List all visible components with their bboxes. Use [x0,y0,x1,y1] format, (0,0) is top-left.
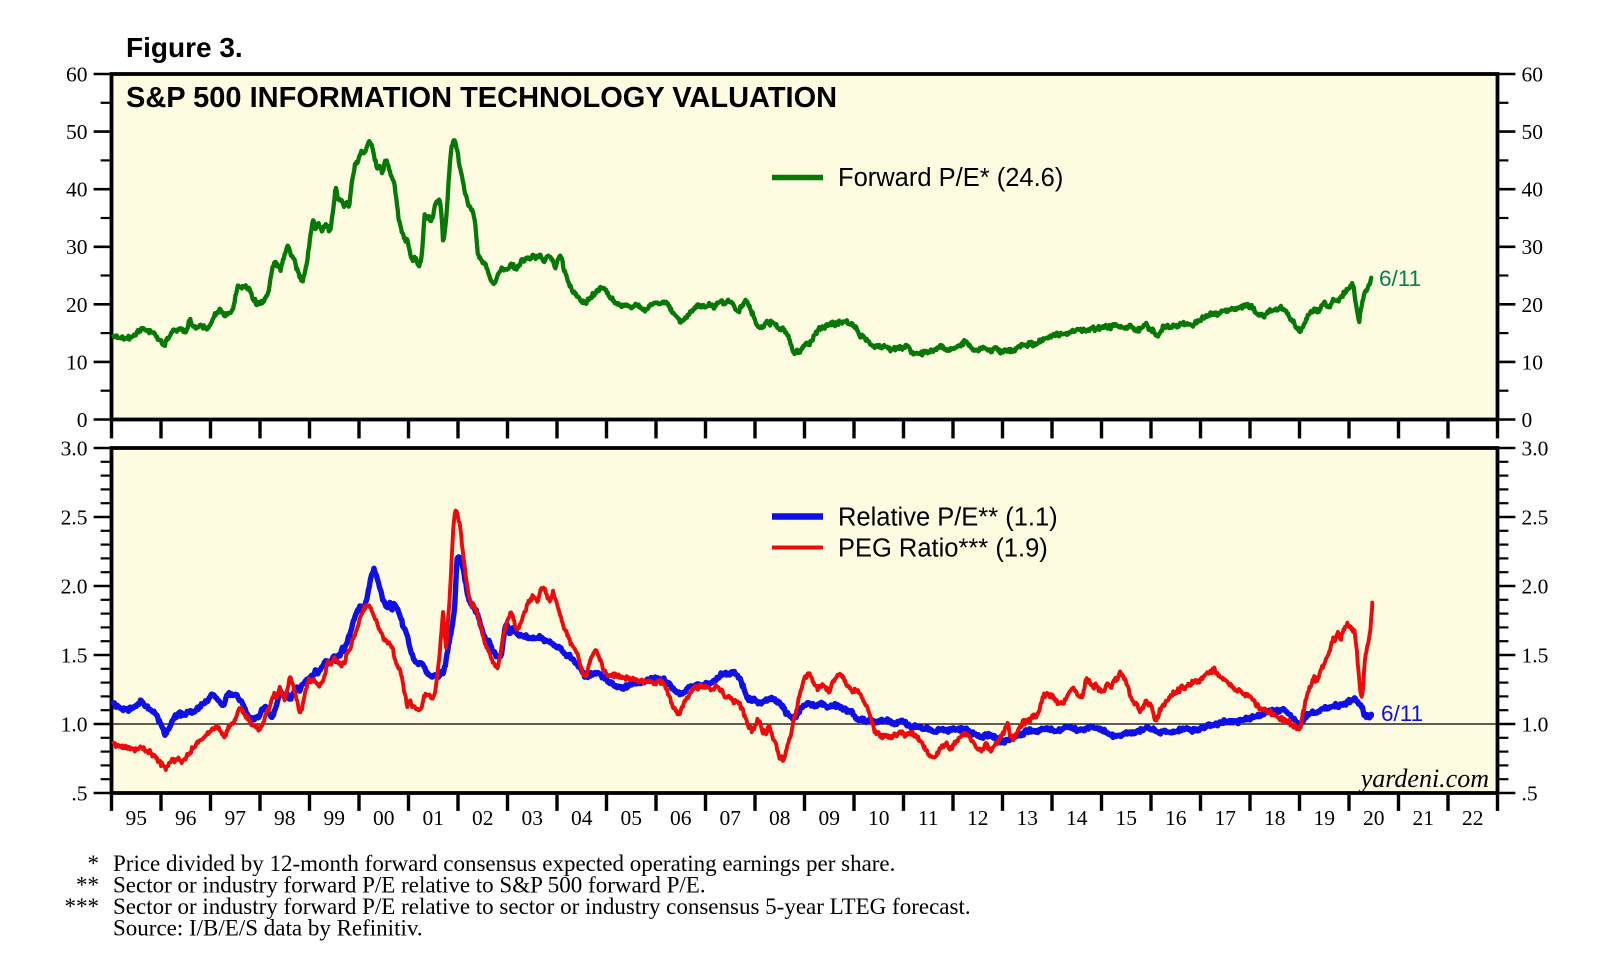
svg-text:yardeni.com: yardeni.com [1358,764,1489,793]
svg-text:Relative P/E** (1.1): Relative P/E** (1.1) [838,504,1058,532]
svg-text:18: 18 [1264,806,1286,830]
svg-text:10: 10 [1522,350,1544,374]
svg-text:S&P 500 INFORMATION TECHNOLOGY: S&P 500 INFORMATION TECHNOLOGY VALUATION [126,82,837,114]
svg-text:14: 14 [1066,806,1088,830]
svg-text:08: 08 [769,806,791,830]
svg-text:30: 30 [1522,235,1544,259]
svg-text:17: 17 [1214,806,1236,830]
svg-text:16: 16 [1165,806,1187,830]
svg-text:09: 09 [818,806,840,830]
svg-text:05: 05 [620,806,642,830]
svg-text:01: 01 [422,806,444,830]
svg-text:3.0: 3.0 [61,437,88,461]
svg-text:22: 22 [1462,806,1484,830]
svg-text:20: 20 [66,293,88,317]
svg-text:2.5: 2.5 [1522,506,1549,530]
svg-text:97: 97 [224,806,246,830]
svg-text:1.0: 1.0 [61,713,88,737]
svg-text:96: 96 [175,806,197,830]
svg-text:.5: .5 [1522,782,1538,806]
svg-text:2.0: 2.0 [61,575,88,599]
svg-text:Forward P/E* (24.6): Forward P/E* (24.6) [838,164,1063,192]
svg-text:30: 30 [66,235,88,259]
svg-text:Price divided by 12-month forw: Price divided by 12-month forward consen… [113,851,895,876]
svg-text:2.0: 2.0 [1522,575,1549,599]
svg-text:98: 98 [274,806,296,830]
svg-text:04: 04 [571,806,593,830]
svg-text:.5: .5 [71,782,87,806]
svg-text:19: 19 [1313,806,1335,830]
svg-text:00: 00 [373,806,395,830]
svg-text:12: 12 [967,806,989,830]
svg-text:99: 99 [323,806,345,830]
svg-text:06: 06 [670,806,692,830]
svg-text:60: 60 [1522,63,1544,87]
svg-text:03: 03 [521,806,543,830]
svg-text:60: 60 [66,63,88,87]
svg-text:6/11: 6/11 [1379,266,1421,291]
svg-text:3.0: 3.0 [1522,437,1549,461]
svg-text:*: * [88,851,100,876]
svg-text:Source: I/B/E/S data by Refini: Source: I/B/E/S data by Refinitiv. [113,916,423,941]
svg-text:02: 02 [472,806,494,830]
svg-text:1.0: 1.0 [1522,713,1549,737]
svg-text:40: 40 [66,178,88,202]
svg-text:Sector or industry forward P/E: Sector or industry forward P/E relative … [113,873,706,898]
svg-text:13: 13 [1016,806,1038,830]
svg-text:0: 0 [77,408,88,432]
svg-text:**: ** [76,873,99,898]
svg-text:15: 15 [1115,806,1137,830]
svg-text:20: 20 [1363,806,1385,830]
svg-text:0: 0 [1522,408,1533,432]
svg-text:95: 95 [125,806,147,830]
svg-text:20: 20 [1522,293,1544,317]
svg-text:10: 10 [66,350,88,374]
svg-text:PEG Ratio*** (1.9): PEG Ratio*** (1.9) [838,535,1048,563]
svg-text:Sector or industry forward P/E: Sector or industry forward P/E relative … [113,894,971,919]
svg-text:6/11: 6/11 [1381,701,1423,726]
svg-text:50: 50 [1522,120,1544,144]
svg-text:10: 10 [868,806,890,830]
svg-text:21: 21 [1412,806,1434,830]
svg-text:1.5: 1.5 [1522,644,1549,668]
svg-text:40: 40 [1522,178,1544,202]
svg-text:2.5: 2.5 [61,506,88,530]
svg-text:50: 50 [66,120,88,144]
svg-text:***: *** [65,894,100,919]
svg-text:11: 11 [918,806,939,830]
svg-text:07: 07 [719,806,741,830]
svg-text:1.5: 1.5 [61,644,88,668]
